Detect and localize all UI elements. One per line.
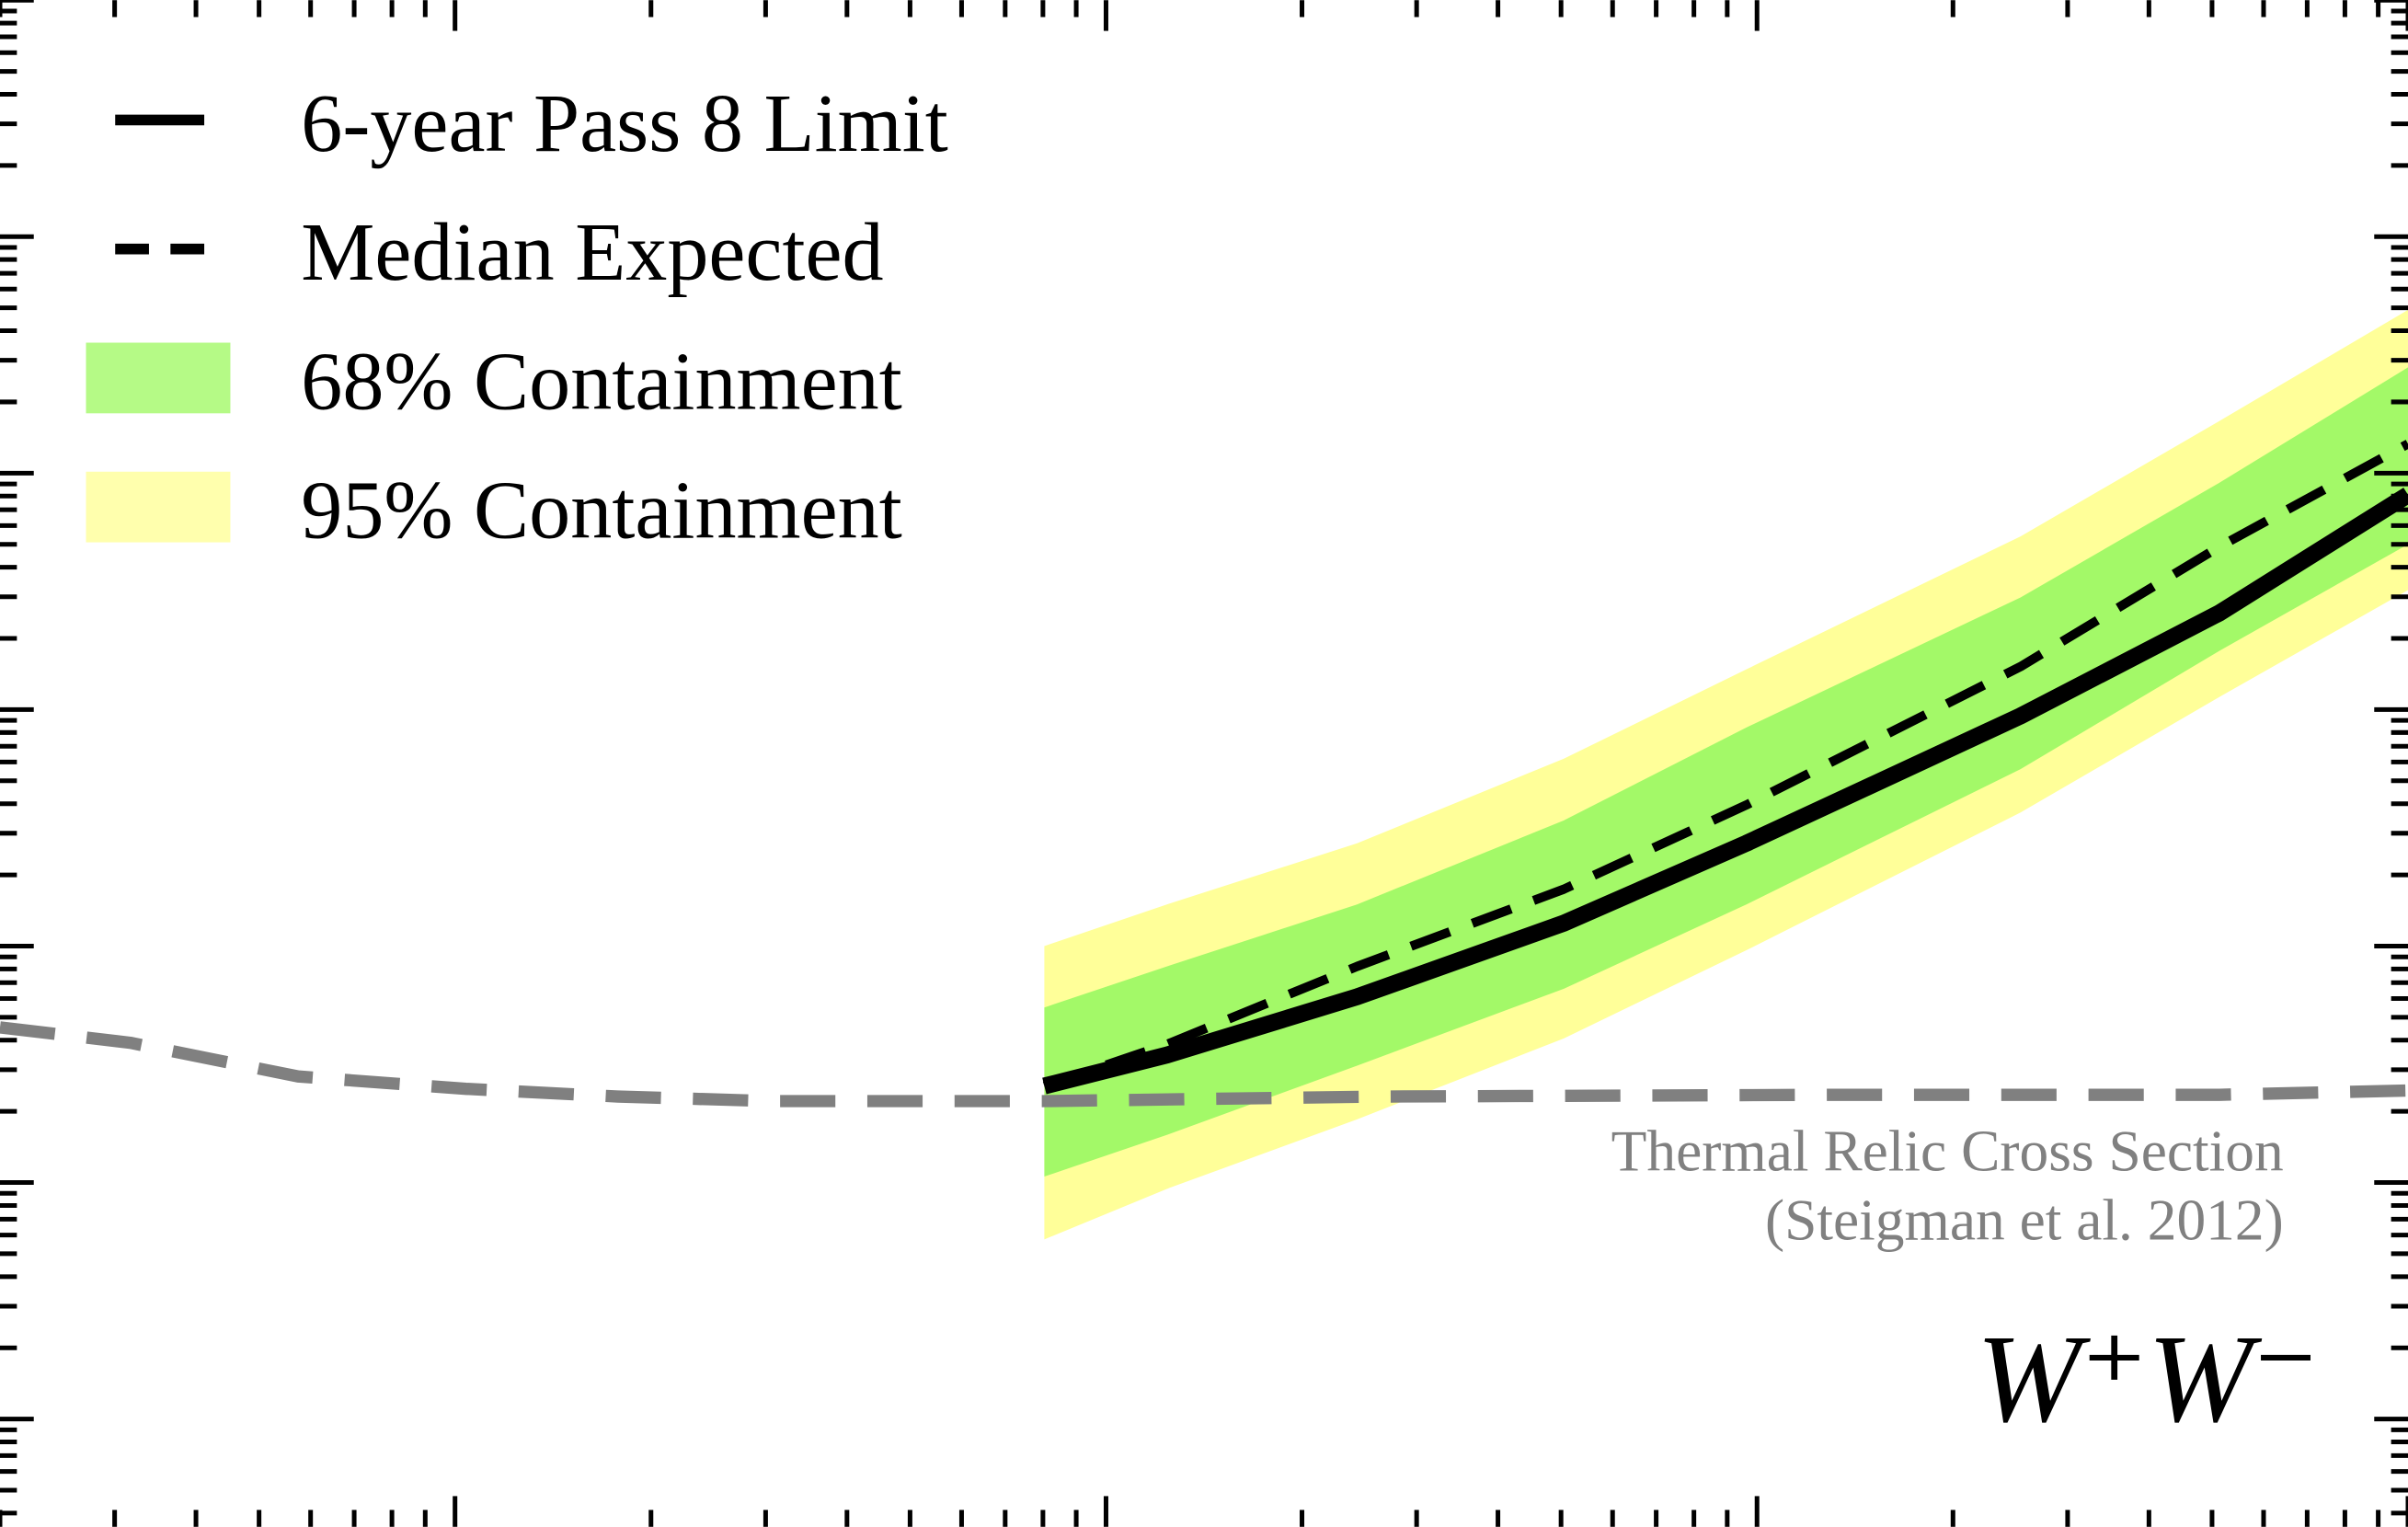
series-line (1042, 440, 2408, 1091)
legend-patch (86, 342, 231, 414)
annotation: Thermal Relic Cross Section (1611, 1118, 2284, 1183)
thermal-relic-line (0, 1021, 2408, 1108)
annotation: (Steigman et al. 2012) (1765, 1188, 2284, 1253)
containment-band (1044, 367, 2408, 1177)
series-line (1042, 488, 2408, 1095)
legend-label: 95% Containment (301, 465, 902, 557)
legend-label: Median Expected (301, 206, 883, 298)
channel-label: W⁺W⁻ (1977, 1309, 2320, 1449)
legend-label: 6-year Pass 8 Limit (301, 77, 948, 169)
legend-patch (86, 471, 231, 543)
legend-label: 68% Containment (301, 335, 902, 427)
